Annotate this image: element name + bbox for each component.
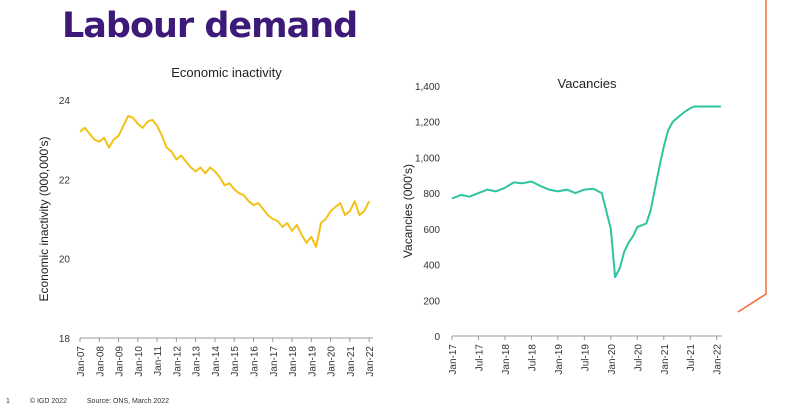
vacancies-x-tick-label: Jan-18 [501,344,512,375]
vacancies-x-tick-label: Jan-17 [448,344,459,375]
inactivity-x-tick-label: Jan-16 [249,346,260,377]
inactivity-y-axis-label: Economic inactivity (000,000's) [37,136,51,301]
inactivity-y-tick-label: 20 [59,255,71,266]
vacancies-x-tick-label: Jul-17 [474,344,485,372]
inactivity-x-tick-label: Jan-12 [172,346,183,377]
vacancies-x-tick-label: Jan-22 [713,344,724,375]
vacancies-x-tick-label: Jan-21 [660,344,671,375]
inactivity-x-tick-label: Jan-10 [134,346,145,377]
economic-inactivity-chart: Economic inactivity 18 20 22 24 Jan-07 Jan-08 J… [37,65,376,377]
vacancies-x-tick-label: Jul-21 [686,344,697,372]
page-number: 1 [6,398,10,405]
inactivity-x-tick-label: Jan-20 [327,346,338,377]
inactivity-x-tick-label: Jan-19 [307,346,318,377]
inactivity-x-tick-label: Jan-15 [230,346,241,377]
vacancies-y-axis-label: Vacancies (000's) [401,164,415,258]
vacancies-y-tick-label: 1,400 [415,82,440,93]
vacancies-y-tick-label: 0 [434,332,440,343]
vacancies-chart: Vacancies 0 200 400 600 800 1,000 1,200 1,400 Jan… [401,76,724,375]
footer: 1 © IGD 2022 Source: ONS, March 2022 [6,398,187,405]
inactivity-x-tick-label: Jan-08 [95,346,106,377]
source-note: Source: ONS, March 2022 [86,398,169,405]
inactivity-x-tick-label: Jan-17 [269,346,280,377]
page-title: Labour demand [62,6,358,46]
vacancies-x-tick-label: Jul-20 [633,344,644,372]
inactivity-x-tick-label: Jan-09 [115,346,126,377]
inactivity-series-line [79,114,370,248]
inactivity-chart-title: Economic inactivity [171,65,282,80]
vacancies-y-tick-label: 800 [423,189,440,200]
inactivity-x-tick-label: Jan-13 [192,346,203,377]
inactivity-x-tick-label: Jan-18 [288,346,299,377]
inactivity-x-tick-label: Jan-14 [211,346,222,377]
vacancies-y-tick-label: 1,000 [415,153,440,164]
inactivity-y-tick-label: 18 [59,334,71,345]
vacancies-x-tick-label: Jul-18 [527,344,538,372]
inactivity-x-tick-label: Jan-21 [346,346,357,377]
vacancies-x-tick-label: Jan-20 [607,344,618,375]
vacancies-x-tick-label: Jul-19 [580,344,591,372]
vacancies-y-tick-label: 200 [423,296,440,307]
inactivity-x-tick-label: Jan-22 [365,346,376,377]
inactivity-x-tick-label: Jan-11 [153,346,164,376]
vacancies-y-tick-label: 600 [423,225,440,236]
vacancies-series-line [451,105,721,279]
inactivity-y-tick-label: 22 [59,175,71,186]
vacancies-chart-title: Vacancies [557,76,617,91]
vacancies-x-tick-label: Jan-19 [554,344,565,375]
vacancies-y-tick-label: 1,200 [415,118,440,129]
inactivity-y-tick-label: 24 [59,96,71,107]
copyright: © IGD 2022 [29,398,67,405]
vacancies-y-tick-label: 400 [423,261,440,272]
inactivity-x-tick-label: Jan-07 [76,346,87,377]
